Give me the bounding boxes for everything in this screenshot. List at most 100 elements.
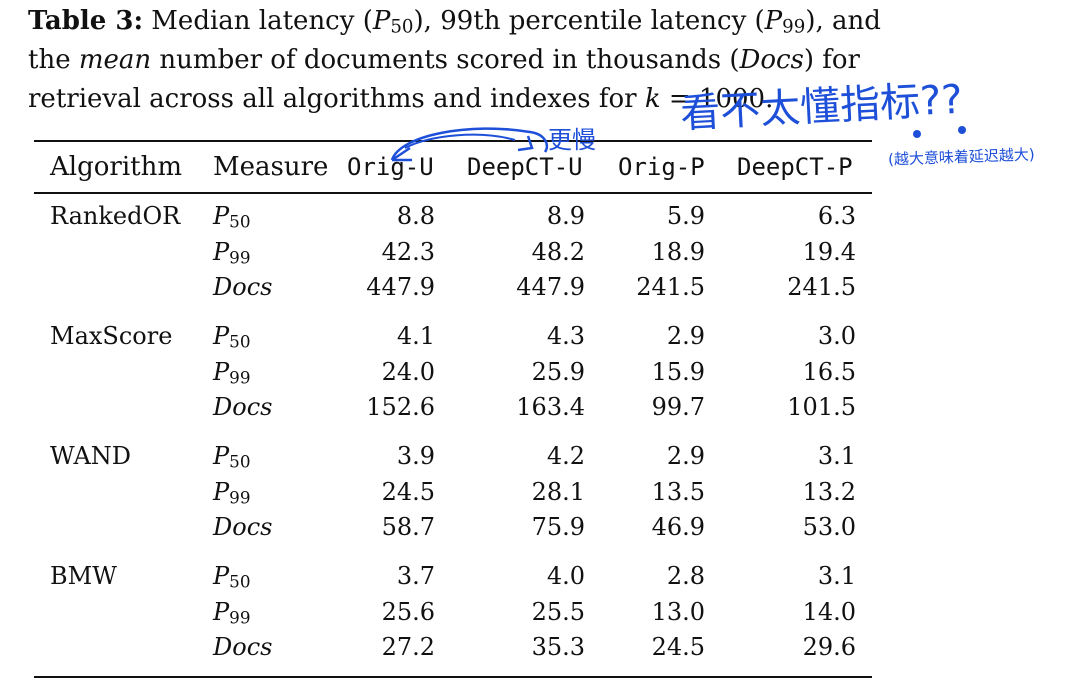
measure-symbol: Docs: [213, 393, 273, 421]
table-cell: 6.3: [817, 202, 856, 230]
question-dot-icon: [913, 130, 921, 138]
table-cell: 53.0: [802, 513, 856, 541]
caption-text-6: = 1000.: [660, 84, 774, 114]
measure-label: P50: [213, 320, 251, 352]
table-cell: 4.3: [546, 322, 585, 350]
table-cell: 13.0: [651, 597, 705, 626]
table-cell: 3.1: [817, 562, 856, 590]
measure-label: P99: [213, 356, 251, 388]
table-cell: 447.9: [366, 273, 435, 301]
table-cell: 2.9: [666, 322, 705, 350]
table-cell: 2.9: [666, 442, 705, 470]
table-cell: 28.1: [531, 477, 585, 506]
table-cell: 14.0: [802, 597, 856, 626]
table-cell: 447.9: [516, 273, 585, 301]
table-header-rule: [34, 192, 872, 194]
measure-label: P50: [213, 200, 251, 232]
table-cell: 3.7: [396, 562, 435, 590]
table-cell: 163.4: [516, 393, 585, 421]
measure-symbol: Docs: [213, 633, 273, 661]
table-cell: 3.9: [396, 442, 435, 470]
measure-subscript: 50: [229, 211, 251, 232]
arrow-head-right-icon: [517, 135, 534, 152]
table-cell: 18.9: [651, 237, 705, 266]
handwritten-side-note: (越大意味着延迟越大): [887, 145, 1036, 169]
table-cell: 3.0: [817, 322, 856, 350]
table-cell: 3.1: [817, 442, 856, 470]
table-cell: 29.6: [802, 633, 856, 661]
question-dot-icon-2: [958, 126, 966, 134]
measure-symbol: Docs: [213, 513, 273, 541]
caption-p50-sub: 50: [390, 16, 414, 38]
caption-text-1: Median latency (: [143, 6, 373, 36]
table-cell: 241.5: [787, 273, 856, 301]
measure-subscript: 50: [229, 331, 251, 352]
measure-symbol: P: [213, 442, 230, 470]
table-top-rule: [34, 140, 872, 142]
algorithm-label: MaxScore: [50, 322, 173, 350]
measure-label: P99: [213, 596, 251, 628]
table-cell: 75.9: [531, 513, 585, 541]
table-cell: 25.5: [531, 597, 585, 626]
measure-subscript: 99: [229, 606, 251, 627]
measure-symbol: P: [213, 322, 230, 350]
header-algorithm: Algorithm: [50, 152, 182, 182]
caption-k-symbol: k: [644, 84, 661, 114]
table-cell: 25.6: [381, 597, 435, 626]
measure-subscript: 50: [229, 571, 251, 592]
table-cell: 5.9: [666, 202, 705, 230]
table-cell: 46.9: [651, 513, 705, 541]
table-cell: 48.2: [531, 237, 585, 266]
table-cell: 4.2: [546, 442, 585, 470]
header-orig-p: Orig-P: [618, 153, 705, 181]
table-bottom-rule: [34, 676, 872, 678]
header-measure: Measure: [213, 152, 329, 182]
measure-symbol: Docs: [213, 273, 273, 301]
caption-text-5: ) for retrieval across all algorithms an…: [28, 45, 860, 114]
table-cell: 24.5: [651, 633, 705, 661]
caption-p99-sub: 99: [782, 16, 806, 38]
header-orig-u: Orig-U: [347, 153, 434, 181]
caption-text-4: number of documents scored in thousands …: [151, 45, 740, 75]
table-cell: 241.5: [636, 273, 705, 301]
header-deepct-u: DeepCT-U: [467, 153, 583, 181]
measure-label: P99: [213, 236, 251, 268]
table-cell: 13.5: [651, 477, 705, 506]
caption-mean-word: mean: [78, 45, 152, 75]
table-cell: 2.8: [666, 562, 705, 590]
measure-label: Docs: [213, 631, 272, 663]
table-cell: 13.2: [802, 477, 856, 506]
table-cell: 15.9: [651, 357, 705, 386]
table-cell: 24.0: [381, 357, 435, 386]
table-cell: 27.2: [381, 633, 435, 661]
caption-p99-symbol: P: [764, 6, 783, 36]
measure-symbol: P: [213, 357, 230, 386]
table-cell: 24.5: [381, 477, 435, 506]
measure-label: Docs: [213, 391, 272, 423]
caption-label: Table 3:: [28, 6, 144, 36]
measure-label: Docs: [213, 271, 272, 303]
table-cell: 25.9: [531, 357, 585, 386]
measure-label: Docs: [213, 511, 272, 543]
table-cell: 4.1: [396, 322, 435, 350]
table-cell: 35.3: [531, 633, 585, 661]
measure-label: P50: [213, 440, 251, 472]
table-cell: 19.4: [802, 237, 856, 266]
measure-symbol: P: [213, 202, 230, 230]
measure-subscript: 50: [229, 451, 251, 472]
caption-text-2: ), 99th percentile latency (: [413, 6, 765, 36]
caption-text-3: ), and the: [28, 6, 881, 75]
table-cell: 58.7: [381, 513, 435, 541]
measure-symbol: P: [213, 477, 230, 506]
algorithm-label: RankedOR: [50, 202, 181, 230]
caption-p50-symbol: P: [372, 6, 391, 36]
measure-subscript: 99: [229, 246, 251, 267]
measure-label: P99: [213, 476, 251, 508]
handwritten-arrow-note: 更慢: [548, 126, 596, 154]
measure-symbol: P: [213, 597, 230, 626]
table-cell: 101.5: [787, 393, 856, 421]
table-cell: 16.5: [802, 357, 856, 386]
measure-symbol: P: [213, 237, 230, 266]
algorithm-label: BMW: [50, 562, 117, 590]
table-cell: 42.3: [381, 237, 435, 266]
